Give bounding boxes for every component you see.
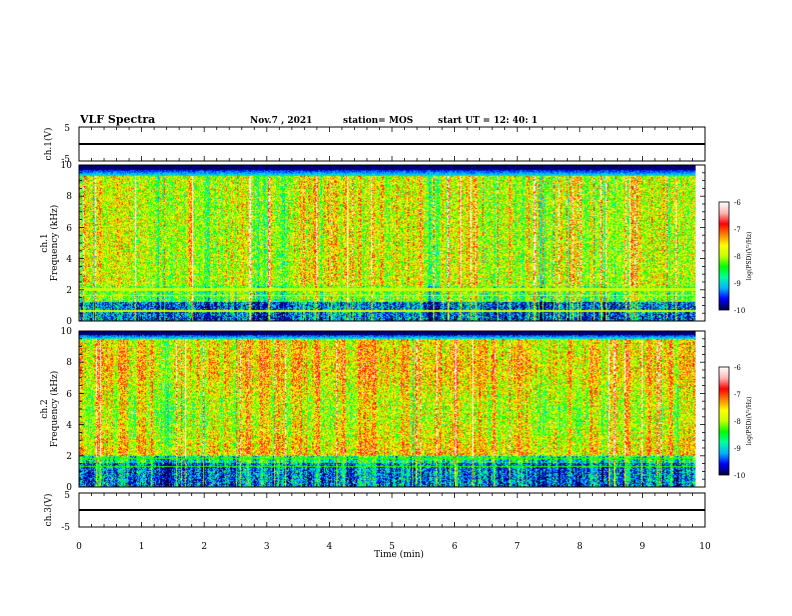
ch2-ytick-8: 8	[66, 358, 72, 368]
ch2-frequency-tick-labels: 0 2 4 6 8 10	[61, 327, 73, 493]
ch1-cb-tick-10: -10	[734, 307, 745, 315]
ch2-spectrogram-panel: 0 2 4 6 8 10 ch.2 Frequency (kHz) -6 -7 …	[40, 327, 753, 493]
ch2-colorbar-image	[719, 367, 729, 475]
ch3-voltage-panel: 5 -5 ch.3(V)	[43, 491, 706, 533]
ch2-colorbar-label: log(PSD)(V²/Hz)	[746, 397, 753, 446]
ch1-spectrogram-image	[79, 165, 696, 321]
ch1-ytick-bottom: -5	[61, 155, 70, 165]
ch2-colorbar-frame	[718, 366, 730, 476]
ch2-spectrogram-image	[79, 331, 696, 487]
ch1-colorbar-frame	[718, 201, 730, 311]
time-tick-label-8: 8	[577, 542, 583, 552]
time-axis-tick-labels: 0 1 2 3 4 5 6 7 8 9 10	[76, 542, 711, 552]
ch2-ytick-4: 4	[66, 421, 72, 431]
time-tick-label-2: 2	[201, 542, 207, 552]
ch2-cb-tick-10: -10	[734, 472, 745, 480]
time-tick-label-10: 10	[699, 542, 711, 552]
ch1-ytick-6: 6	[66, 224, 72, 234]
ch1-cb-tick-6: -6	[734, 199, 741, 207]
ch2-spectrogram-ticks	[78, 330, 706, 488]
ch2-cb-tick-7: -7	[734, 391, 741, 399]
ch2-ytick-10: 10	[61, 327, 73, 337]
ch1-ytick-top: 5	[64, 124, 70, 134]
time-tick-label-5: 5	[389, 542, 395, 552]
time-tick-label-4: 4	[327, 542, 333, 552]
ch1-channel-label: ch.1	[40, 233, 50, 252]
ch1-voltage-panel: 5 -5 ch.1(V)	[43, 124, 706, 165]
ch1-ytick-0: 0	[66, 317, 72, 327]
time-tick-label-6: 6	[452, 542, 458, 552]
ch1-cb-tick-8: -8	[734, 253, 741, 261]
ch1-ytick-2: 2	[66, 286, 72, 296]
ch2-ytick-2: 2	[66, 452, 72, 462]
ch3-voltage-ticks	[78, 493, 706, 527]
ch1-ytick-8: 8	[66, 192, 72, 202]
time-tick-label-1: 1	[139, 542, 145, 552]
time-tick-label-3: 3	[264, 542, 270, 552]
ch3-ytick-bottom: -5	[61, 523, 70, 533]
start-time-label: start UT = 12: 40: 1	[438, 116, 538, 126]
ch2-ytick-0: 0	[66, 483, 72, 493]
ch1-ytick-10: 10	[61, 161, 73, 171]
ch1-spectrogram-ticks	[78, 164, 706, 322]
time-tick-label-7: 7	[514, 542, 520, 552]
ch1-cb-tick-9: -9	[734, 280, 741, 288]
ch3-ytick-top: 5	[64, 491, 70, 501]
ch1-voltage-ylabel: ch.1(V)	[43, 128, 54, 161]
ch1-colorbar-image	[719, 202, 729, 310]
ch2-channel-label: ch.2	[40, 399, 50, 418]
ch2-cb-tick-9: -9	[734, 445, 741, 453]
time-tick-label-0: 0	[76, 542, 82, 552]
ch2-cb-tick-8: -8	[734, 418, 741, 426]
ch3-voltage-ylabel: ch.3(V)	[43, 494, 54, 527]
ch1-frequency-tick-labels: 0 2 4 6 8 10	[61, 161, 73, 327]
ch2-cb-tick-6: -6	[734, 364, 741, 372]
ch1-voltage-ticks	[78, 127, 706, 161]
station-label: station= MOS	[343, 116, 413, 126]
date-label: Nov.7 , 2021	[250, 116, 312, 126]
figure-title: VLF Spectra	[79, 113, 155, 126]
ch2-frequency-ylabel: Frequency (kHz)	[49, 371, 60, 448]
ch1-ytick-4: 4	[66, 255, 72, 265]
ch1-cb-tick-7: -7	[734, 226, 741, 234]
time-axis-label: Time (min)	[374, 549, 424, 560]
time-tick-label-9: 9	[640, 542, 646, 552]
ch2-ytick-6: 6	[66, 390, 72, 400]
ch1-colorbar-label: log(PSD)(V²/Hz)	[746, 232, 753, 281]
ch1-spectrogram-panel: 0 2 4 6 8 10 ch.1 Frequency (kHz) -6 -7 …	[40, 161, 753, 327]
ch1-frequency-ylabel: Frequency (kHz)	[49, 205, 60, 282]
